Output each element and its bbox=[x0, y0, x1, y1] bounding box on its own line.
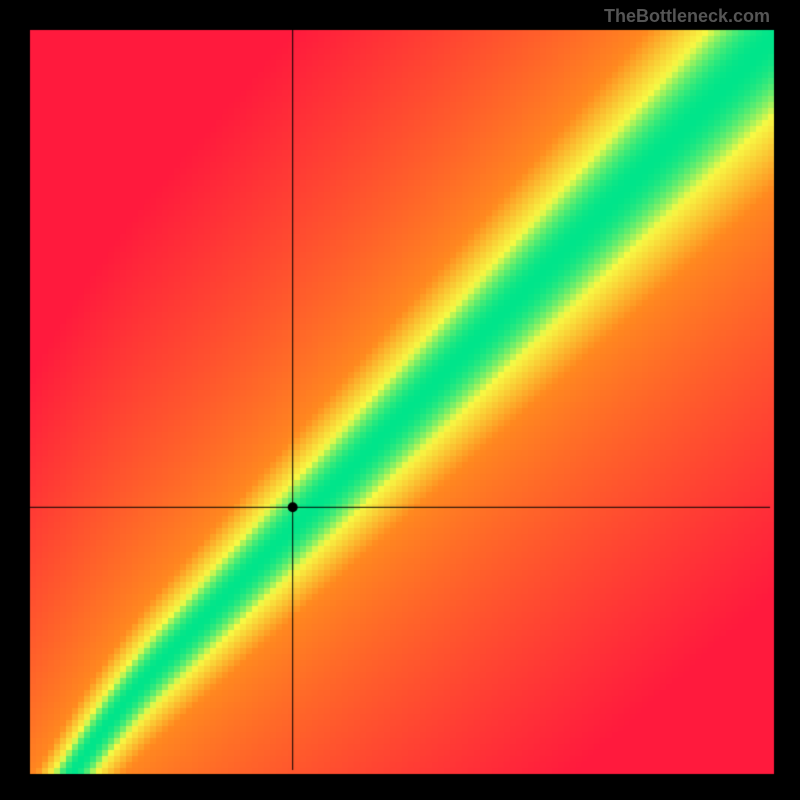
watermark-text: TheBottleneck.com bbox=[604, 6, 770, 27]
chart-container: TheBottleneck.com bbox=[0, 0, 800, 800]
heatmap-canvas bbox=[0, 0, 800, 800]
